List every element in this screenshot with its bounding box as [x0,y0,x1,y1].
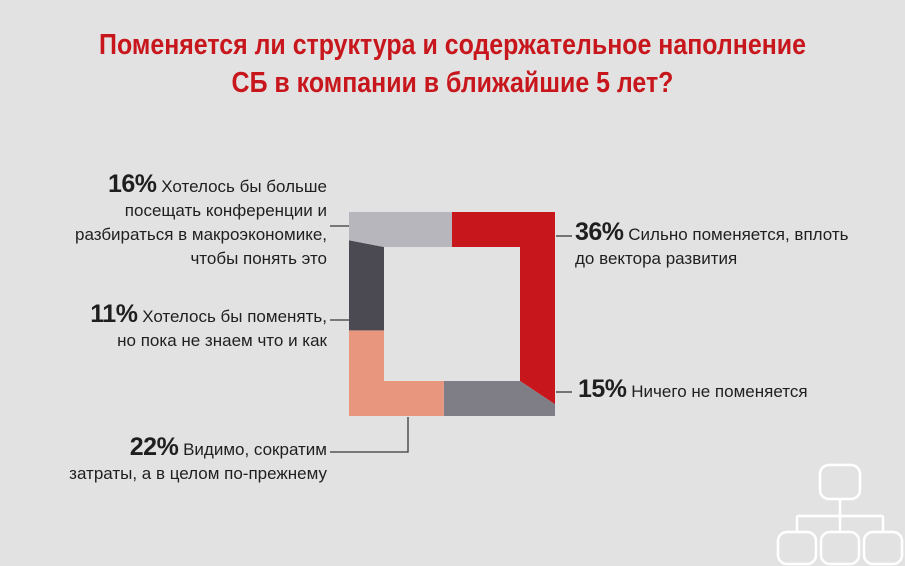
segment-36pct [452,212,555,405]
label-line: чтобы понять это [190,249,327,268]
org-chart-icon [776,463,904,566]
pct-label: 16% [107,170,157,198]
segment-22pct [349,330,444,416]
title-line-1: Поменяется ли структура и содержательное… [99,29,806,61]
leader-line-22pct [330,417,409,453]
label-cut-costs: 22% Видимо, сократим затраты, а в целом … [69,435,327,486]
label-line: но пока не знаем что и как [117,331,327,350]
title-line-2: СБ в компании в ближайшие 5 лет? [231,67,674,99]
label-strongly-change: 36% Сильно поменяется, вплоть до вектора… [575,220,849,271]
label-line: Хотелось бы поменять, [142,307,327,326]
label-conferences: 16% Хотелось бы больше посещать конферен… [75,172,327,271]
label-line: посещать конференции и [124,201,327,220]
segment-16pct [349,212,452,247]
segment-11pct [349,240,384,331]
label-line: разбираться в макроэкономике, [75,225,327,244]
label-line: Сильно поменяется, вплоть [628,225,849,244]
label-line: Ничего не поменяется [631,382,808,401]
label-line: Хотелось бы больше [161,177,327,196]
label-line: до вектора развития [575,249,738,268]
pct-label: 15% [578,375,627,403]
pct-label: 11% [90,300,138,328]
pct-label: 36% [575,218,624,246]
chart-title: Поменяется ли структура и содержательное… [63,26,841,102]
pct-label: 22% [129,433,179,461]
label-want-change: 11% Хотелось бы поменять, но пока не зна… [90,302,327,353]
label-no-change: 15% Ничего не поменяется [578,377,808,404]
segment-15pct [443,381,555,416]
label-line: Видимо, сократим [183,440,327,459]
label-line: затраты, а в целом по-прежнему [69,464,327,483]
